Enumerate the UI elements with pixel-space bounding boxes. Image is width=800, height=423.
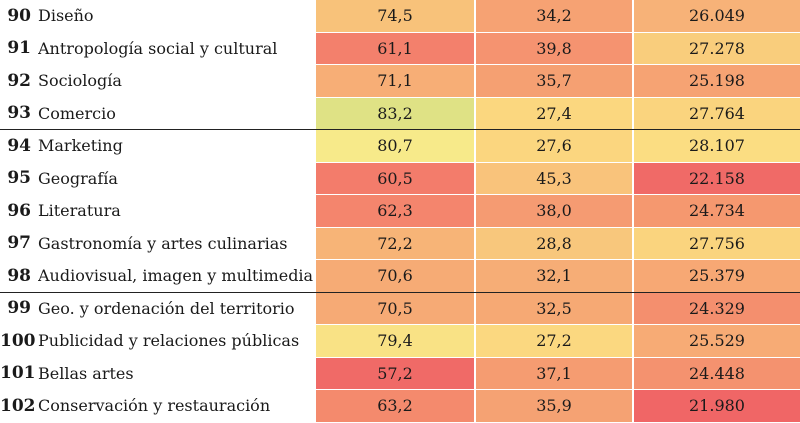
metric-1-cell: 79,4 [314, 325, 474, 357]
metric-3-cell: 24.329 [632, 292, 800, 324]
degree-name-cell: Diseño [38, 6, 94, 26]
metric-2-cell: 39,8 [474, 32, 632, 64]
rank-cell: 100 [0, 330, 36, 351]
metric-2-cell: 45,3 [474, 162, 632, 194]
rank-cell: 99 [7, 298, 31, 319]
metric-1-cell: 62,3 [314, 195, 474, 227]
degree-name-cell: Geo. y ordenación del territorio [38, 298, 295, 318]
rank-cell: 91 [7, 38, 31, 59]
rank-cell: 101 [0, 363, 36, 384]
rank-cell: 95 [7, 168, 31, 189]
metric-3-cell: 24.448 [632, 357, 800, 389]
degree-name-cell: Publicidad y relaciones públicas [38, 331, 300, 351]
metric-2-cell: 27,2 [474, 325, 632, 357]
degree-name-cell: Audiovisual, imagen y multimedia [38, 266, 314, 286]
metric-3-cell: 27.278 [632, 32, 800, 64]
metric-2-cell: 32,1 [474, 260, 632, 292]
rank-cell: 96 [7, 200, 31, 221]
table-row: 99 Geo. y ordenación del territorio 70,5 32… [0, 292, 800, 325]
metric-3-cell: 26.049 [632, 0, 800, 32]
metric-2-cell: 32,5 [474, 292, 632, 324]
rank-cell: 94 [7, 135, 31, 156]
table-row: 96 Literatura 62,3 38,0 24.734 [0, 195, 800, 228]
metric-1-cell: 83,2 [314, 97, 474, 129]
rank-cell: 92 [7, 70, 31, 91]
table-row: 95 Geografía 60,5 45,3 22.158 [0, 162, 800, 195]
metric-1-cell: 70,6 [314, 260, 474, 292]
table-row: 97 Gastronomía y artes culinarias 72,2 28,8… [0, 227, 800, 260]
table-row: 93 Comercio 83,2 27,4 27.764 [0, 97, 800, 130]
metric-2-cell: 37,1 [474, 357, 632, 389]
table-row: 91 Antropología social y cultural 61,1 39,8… [0, 32, 800, 65]
metric-3-cell: 22.158 [632, 162, 800, 194]
degree-name-cell: Bellas artes [38, 363, 134, 383]
metric-1-cell: 57,2 [314, 357, 474, 389]
rank-cell: 97 [7, 233, 31, 254]
metric-3-cell: 27.764 [632, 97, 800, 129]
degree-name-cell: Marketing [38, 136, 123, 156]
metric-2-cell: 35,7 [474, 65, 632, 97]
degree-name-cell: Conservación y restauración [38, 396, 271, 416]
table-row: 98 Audiovisual, imagen y multimedia 70,6 32… [0, 260, 800, 293]
metric-3-cell: 25.198 [632, 65, 800, 97]
degree-name-cell: Sociología [38, 71, 122, 91]
rank-cell: 98 [7, 265, 31, 286]
metric-2-cell: 35,9 [474, 390, 632, 422]
metric-3-cell: 25.529 [632, 325, 800, 357]
metric-2-cell: 27,4 [474, 97, 632, 129]
degree-name-cell: Literatura [38, 201, 121, 221]
degree-name-cell: Comercio [38, 103, 116, 123]
metric-2-cell: 27,6 [474, 130, 632, 162]
table-row: 92 Sociología 71,1 35,7 25.198 [0, 65, 800, 98]
metric-1-cell: 70,5 [314, 292, 474, 324]
table-row: 100 Publicidad y relaciones públicas 79,4 2… [0, 325, 800, 358]
metric-3-cell: 27.756 [632, 227, 800, 259]
rank-cell: 93 [7, 103, 31, 124]
metric-3-cell: 25.379 [632, 260, 800, 292]
metric-3-cell: 28.107 [632, 130, 800, 162]
table-row: 90 Diseño 74,5 34,2 26.049 [0, 0, 800, 33]
metric-3-cell: 21.980 [632, 390, 800, 422]
rank-cell: 102 [0, 395, 36, 416]
rank-cell: 90 [7, 5, 31, 26]
metric-1-cell: 63,2 [314, 390, 474, 422]
degree-name-cell: Gastronomía y artes culinarias [38, 233, 288, 253]
metric-1-cell: 71,1 [314, 65, 474, 97]
metric-2-cell: 38,0 [474, 195, 632, 227]
table-row: 94 Marketing 80,7 27,6 28.107 [0, 130, 800, 163]
metric-2-cell: 28,8 [474, 227, 632, 259]
metric-1-cell: 60,5 [314, 162, 474, 194]
degree-name-cell: Geografía [38, 168, 118, 188]
degree-name-cell: Antropología social y cultural [38, 38, 278, 58]
table-row: 102 Conservación y restauración 63,2 35,9 21… [0, 390, 800, 423]
metric-1-cell: 72,2 [314, 227, 474, 259]
metric-3-cell: 24.734 [632, 195, 800, 227]
metric-1-cell: 80,7 [314, 130, 474, 162]
metric-2-cell: 34,2 [474, 0, 632, 32]
metric-1-cell: 74,5 [314, 0, 474, 32]
table-row: 101 Bellas artes 57,2 37,1 24.448 [0, 357, 800, 390]
metric-1-cell: 61,1 [314, 32, 474, 64]
